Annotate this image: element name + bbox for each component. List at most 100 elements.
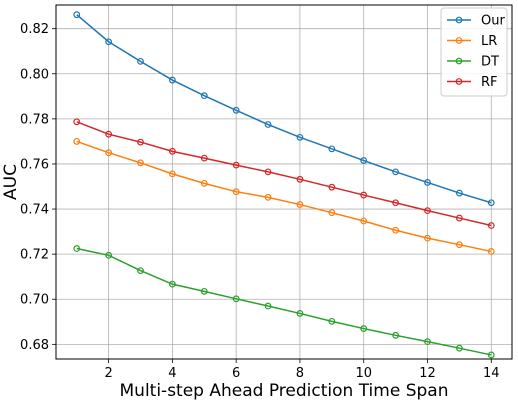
data-point — [105, 130, 113, 138]
series-line — [76, 140, 492, 253]
y-tick-label: 0.70 — [20, 293, 49, 308]
data-point — [105, 38, 113, 46]
data-point — [328, 183, 336, 191]
legend-label: LR — [481, 34, 497, 49]
x-axis: 2 4 6 8 10 12 14 — [104, 359, 500, 381]
data-point — [200, 154, 208, 162]
y-tick-label: 0.78 — [20, 112, 49, 127]
legend-item-our: Our — [447, 14, 505, 29]
legend-swatch-marker — [455, 37, 463, 44]
x-tick-label: 14 — [483, 366, 500, 381]
series-line — [76, 121, 492, 227]
data-point — [73, 138, 81, 145]
x-tick-label: 10 — [355, 366, 372, 381]
legend-swatch-marker — [455, 16, 463, 24]
data-point — [232, 295, 240, 303]
data-point — [360, 325, 368, 332]
data-point — [168, 76, 176, 84]
data-point — [487, 248, 495, 255]
series-rf — [73, 118, 495, 229]
legend-item-lr: LR — [447, 34, 497, 49]
series-line — [76, 14, 492, 204]
data-point — [424, 234, 431, 242]
y-axis: 0.68 0.70 0.72 0.74 0.76 0.78 0.80 0.82 — [20, 22, 56, 353]
data-point — [200, 287, 208, 295]
data-point — [487, 222, 495, 229]
data-point — [360, 191, 368, 199]
data-point — [360, 217, 368, 225]
y-tick-label: 0.68 — [20, 338, 49, 353]
legend-label: Our — [481, 14, 505, 29]
data-point — [296, 201, 304, 208]
data-point — [232, 188, 240, 196]
series-dt — [73, 245, 495, 359]
data-point — [424, 179, 431, 186]
legend-label: RF — [481, 75, 498, 90]
data-point — [168, 170, 176, 178]
legend-item-dt: DT — [447, 55, 499, 70]
data-point — [264, 302, 272, 310]
data-point — [392, 331, 400, 339]
data-point — [296, 175, 304, 183]
data-point — [200, 179, 208, 187]
series-line — [76, 247, 492, 356]
data-point — [232, 106, 240, 114]
data-point — [455, 214, 463, 222]
series-lr — [73, 138, 495, 255]
data-point — [455, 189, 463, 197]
y-tick-label: 0.80 — [20, 67, 49, 82]
legend: Our LR DT RF — [440, 7, 508, 97]
x-tick-label: 12 — [419, 366, 436, 381]
data-point — [168, 147, 176, 155]
data-point — [360, 157, 368, 164]
data-point — [137, 159, 144, 167]
series-our — [73, 11, 495, 207]
plot-frame — [55, 4, 513, 360]
data-point — [296, 133, 304, 141]
x-tick-label: 8 — [296, 366, 304, 381]
data-point — [232, 161, 240, 169]
y-axis-label: AUC — [1, 164, 21, 200]
data-point — [137, 138, 144, 146]
y-tick-label: 0.82 — [20, 22, 49, 37]
series-layer — [73, 11, 495, 359]
y-tick-label: 0.72 — [20, 248, 49, 263]
data-point — [424, 338, 431, 346]
data-point — [392, 199, 400, 207]
legend-swatch-marker — [455, 78, 463, 85]
legend-swatch-marker — [455, 57, 463, 65]
data-point — [200, 92, 208, 100]
data-point — [264, 168, 272, 176]
y-tick-label: 0.74 — [20, 203, 49, 218]
data-point — [487, 199, 495, 207]
x-tick-label: 4 — [168, 366, 176, 381]
data-point — [328, 317, 336, 325]
data-point — [264, 121, 272, 128]
legend-item-rf: RF — [447, 75, 498, 90]
x-axis-label: Multi-step Ahead Prediction Time Span — [120, 381, 449, 400]
data-point — [296, 310, 304, 317]
data-point — [73, 11, 81, 19]
data-point — [328, 209, 336, 217]
y-tick-label: 0.76 — [20, 157, 49, 172]
legend-box — [440, 7, 508, 97]
data-point — [168, 280, 176, 288]
x-tick-label: 6 — [232, 366, 240, 381]
data-point — [487, 351, 495, 359]
data-point — [264, 193, 272, 201]
data-point — [455, 344, 463, 352]
data-point — [424, 207, 431, 215]
data-point — [328, 145, 336, 153]
data-point — [137, 267, 144, 275]
data-point — [105, 149, 113, 157]
data-point — [73, 245, 81, 252]
data-point — [392, 226, 400, 234]
data-point — [105, 251, 113, 259]
data-point — [392, 168, 400, 176]
x-tick-label: 2 — [104, 366, 112, 381]
legend-label: DT — [481, 55, 499, 70]
data-point — [137, 57, 144, 65]
data-point — [73, 118, 81, 126]
data-point — [455, 241, 463, 249]
